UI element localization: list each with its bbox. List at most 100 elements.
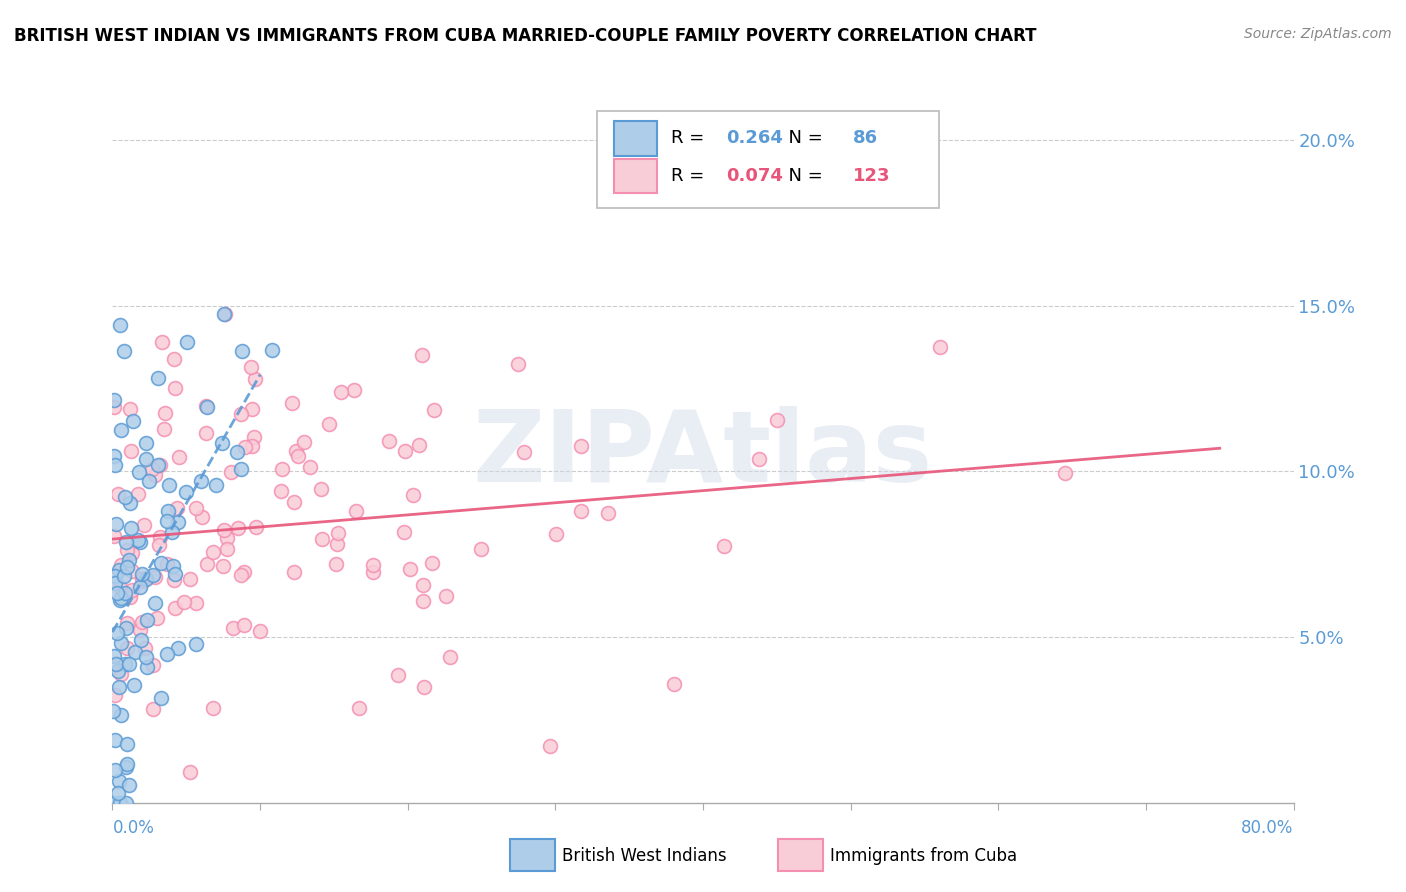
Point (142, 658, 165, 673)
Point (713, 539, 735, 553)
Point (110, 667, 132, 681)
Text: BRITISH WEST INDIAN VS IMMIGRANTS FROM CUBA MARRIED-COUPLE FAMILY POVERTY CORREL: BRITISH WEST INDIAN VS IMMIGRANTS FROM C… (14, 27, 1036, 45)
Point (146, 458, 169, 473)
Point (108, 796, 131, 810)
Text: R =: R = (671, 167, 710, 185)
Point (162, 525, 184, 540)
Point (240, 402, 263, 417)
Point (135, 650, 157, 665)
Point (149, 691, 172, 706)
Point (222, 621, 245, 635)
Point (156, 558, 179, 572)
Point (195, 426, 218, 441)
Point (423, 402, 446, 417)
Point (115, 759, 138, 773)
Point (186, 596, 208, 610)
Point (143, 596, 166, 610)
Point (118, 778, 141, 792)
Point (103, 649, 125, 664)
Point (231, 462, 253, 476)
Point (104, 575, 127, 590)
Point (194, 399, 217, 413)
Point (107, 487, 129, 501)
Point (110, 558, 132, 572)
Point (118, 553, 141, 567)
Point (118, 496, 141, 510)
Point (242, 429, 264, 443)
Text: 0.074: 0.074 (727, 167, 783, 185)
Point (134, 641, 156, 656)
Point (156, 504, 179, 518)
Text: British West Indians: British West Indians (562, 847, 727, 865)
Point (120, 402, 142, 417)
Point (108, 774, 131, 789)
Point (361, 565, 384, 579)
Point (163, 566, 186, 581)
Point (1053, 466, 1076, 480)
Point (179, 765, 201, 780)
Point (132, 574, 155, 589)
Text: N =: N = (778, 167, 830, 185)
Point (107, 786, 129, 800)
Point (131, 633, 153, 648)
Point (118, 590, 141, 604)
Point (105, 625, 128, 640)
Point (233, 617, 256, 632)
Point (299, 459, 322, 474)
Point (270, 462, 292, 476)
Point (110, 708, 132, 723)
Point (202, 545, 225, 559)
Point (361, 558, 384, 572)
Point (104, 732, 127, 747)
Point (176, 335, 198, 350)
Point (112, 343, 135, 358)
Point (211, 435, 233, 450)
Point (104, 458, 127, 472)
Point (115, 615, 138, 630)
Point (105, 586, 128, 600)
Point (283, 565, 305, 579)
Point (117, 737, 139, 751)
Point (110, 591, 132, 606)
Point (184, 637, 207, 651)
Point (115, 621, 138, 635)
Point (138, 475, 160, 489)
Point (309, 482, 332, 496)
Point (662, 677, 685, 691)
Point (121, 546, 143, 560)
Point (231, 407, 253, 421)
FancyBboxPatch shape (614, 159, 657, 194)
Text: ZIPAtlas: ZIPAtlas (472, 407, 934, 503)
Point (108, 318, 131, 332)
Point (101, 704, 124, 718)
Point (408, 438, 430, 452)
Point (233, 440, 256, 454)
Point (104, 688, 127, 702)
Point (132, 518, 155, 533)
Point (108, 593, 131, 607)
Point (118, 657, 141, 672)
Point (748, 452, 770, 467)
Point (292, 434, 315, 449)
Point (115, 756, 138, 771)
Point (167, 450, 190, 464)
Text: 123: 123 (853, 167, 890, 185)
Point (167, 515, 190, 529)
Point (115, 796, 138, 810)
Point (420, 556, 443, 570)
Point (262, 343, 284, 358)
Point (190, 474, 212, 488)
Point (121, 564, 143, 578)
Point (131, 615, 153, 630)
Point (598, 506, 620, 520)
Text: R =: R = (671, 129, 710, 147)
Point (156, 514, 179, 528)
Point (129, 535, 152, 549)
Point (412, 594, 434, 608)
Point (163, 352, 186, 367)
Point (131, 567, 153, 582)
Point (131, 572, 153, 586)
Point (226, 521, 249, 535)
Point (136, 613, 159, 627)
FancyBboxPatch shape (596, 111, 939, 208)
